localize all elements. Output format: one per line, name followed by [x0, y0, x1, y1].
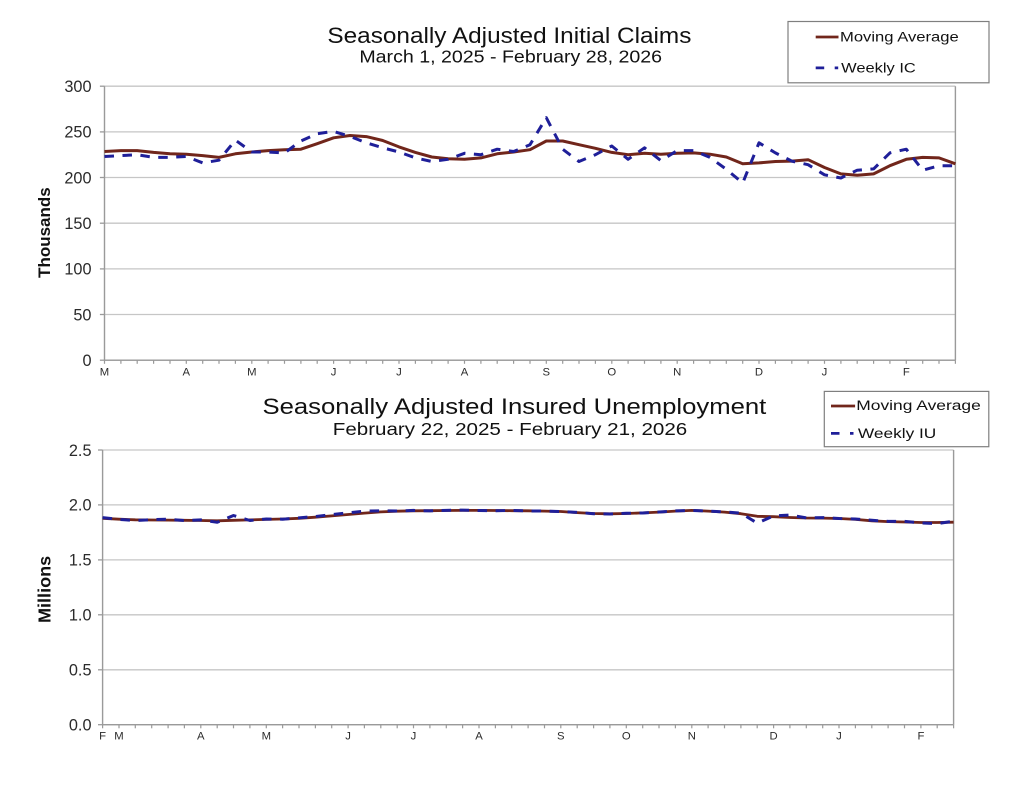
svg-text:A: A [197, 731, 205, 743]
svg-text:O: O [622, 731, 631, 743]
svg-text:J: J [822, 367, 828, 379]
svg-text:Moving Average: Moving Average [856, 398, 981, 413]
svg-text:O: O [607, 367, 616, 379]
svg-text:250: 250 [64, 124, 91, 142]
svg-text:J: J [345, 731, 351, 743]
svg-text:150: 150 [64, 215, 91, 233]
svg-text:200: 200 [64, 169, 91, 187]
svg-text:1.5: 1.5 [69, 552, 92, 570]
svg-text:2.5: 2.5 [69, 442, 92, 460]
svg-text:Weekly IC: Weekly IC [841, 60, 916, 75]
svg-text:F: F [917, 731, 924, 743]
svg-text:0.0: 0.0 [69, 717, 92, 735]
svg-text:J: J [836, 731, 842, 743]
svg-text:2.0: 2.0 [69, 497, 92, 515]
svg-text:Seasonally Adjusted Initial Cl: Seasonally Adjusted Initial Claims [327, 23, 691, 48]
svg-text:Seasonally Adjusted Insured Un: Seasonally Adjusted Insured Unemployment [263, 394, 768, 419]
svg-text:300: 300 [64, 78, 91, 96]
svg-text:50: 50 [73, 306, 91, 324]
svg-text:M: M [114, 731, 123, 743]
svg-text:Thousands: Thousands [35, 187, 54, 278]
svg-text:1.0: 1.0 [69, 607, 92, 625]
svg-text:A: A [475, 731, 483, 743]
svg-text:M: M [100, 367, 109, 379]
svg-text:Moving Average: Moving Average [840, 30, 959, 45]
svg-text:N: N [688, 731, 696, 743]
svg-text:D: D [755, 367, 763, 379]
svg-text:Millions: Millions [35, 556, 55, 623]
svg-text:0: 0 [82, 352, 91, 370]
svg-text:M: M [247, 367, 256, 379]
svg-text:March 1, 2025 - February 28, 2: March 1, 2025 - February 28, 2026 [359, 47, 662, 67]
svg-text:0.5: 0.5 [69, 662, 92, 680]
svg-text:February 22, 2025 - February 2: February 22, 2025 - February 21, 2026 [333, 419, 688, 439]
svg-text:J: J [331, 367, 337, 379]
svg-text:D: D [770, 731, 778, 743]
svg-text:F: F [903, 367, 910, 379]
svg-text:S: S [557, 731, 565, 743]
svg-text:N: N [673, 367, 681, 379]
svg-text:Weekly IU: Weekly IU [858, 426, 936, 441]
svg-text:M: M [262, 731, 271, 743]
svg-text:100: 100 [64, 261, 91, 279]
svg-text:A: A [183, 367, 191, 379]
svg-text:A: A [461, 367, 469, 379]
svg-text:F: F [99, 731, 106, 743]
svg-text:S: S [543, 367, 551, 379]
svg-text:J: J [396, 367, 402, 379]
svg-text:J: J [411, 731, 417, 743]
